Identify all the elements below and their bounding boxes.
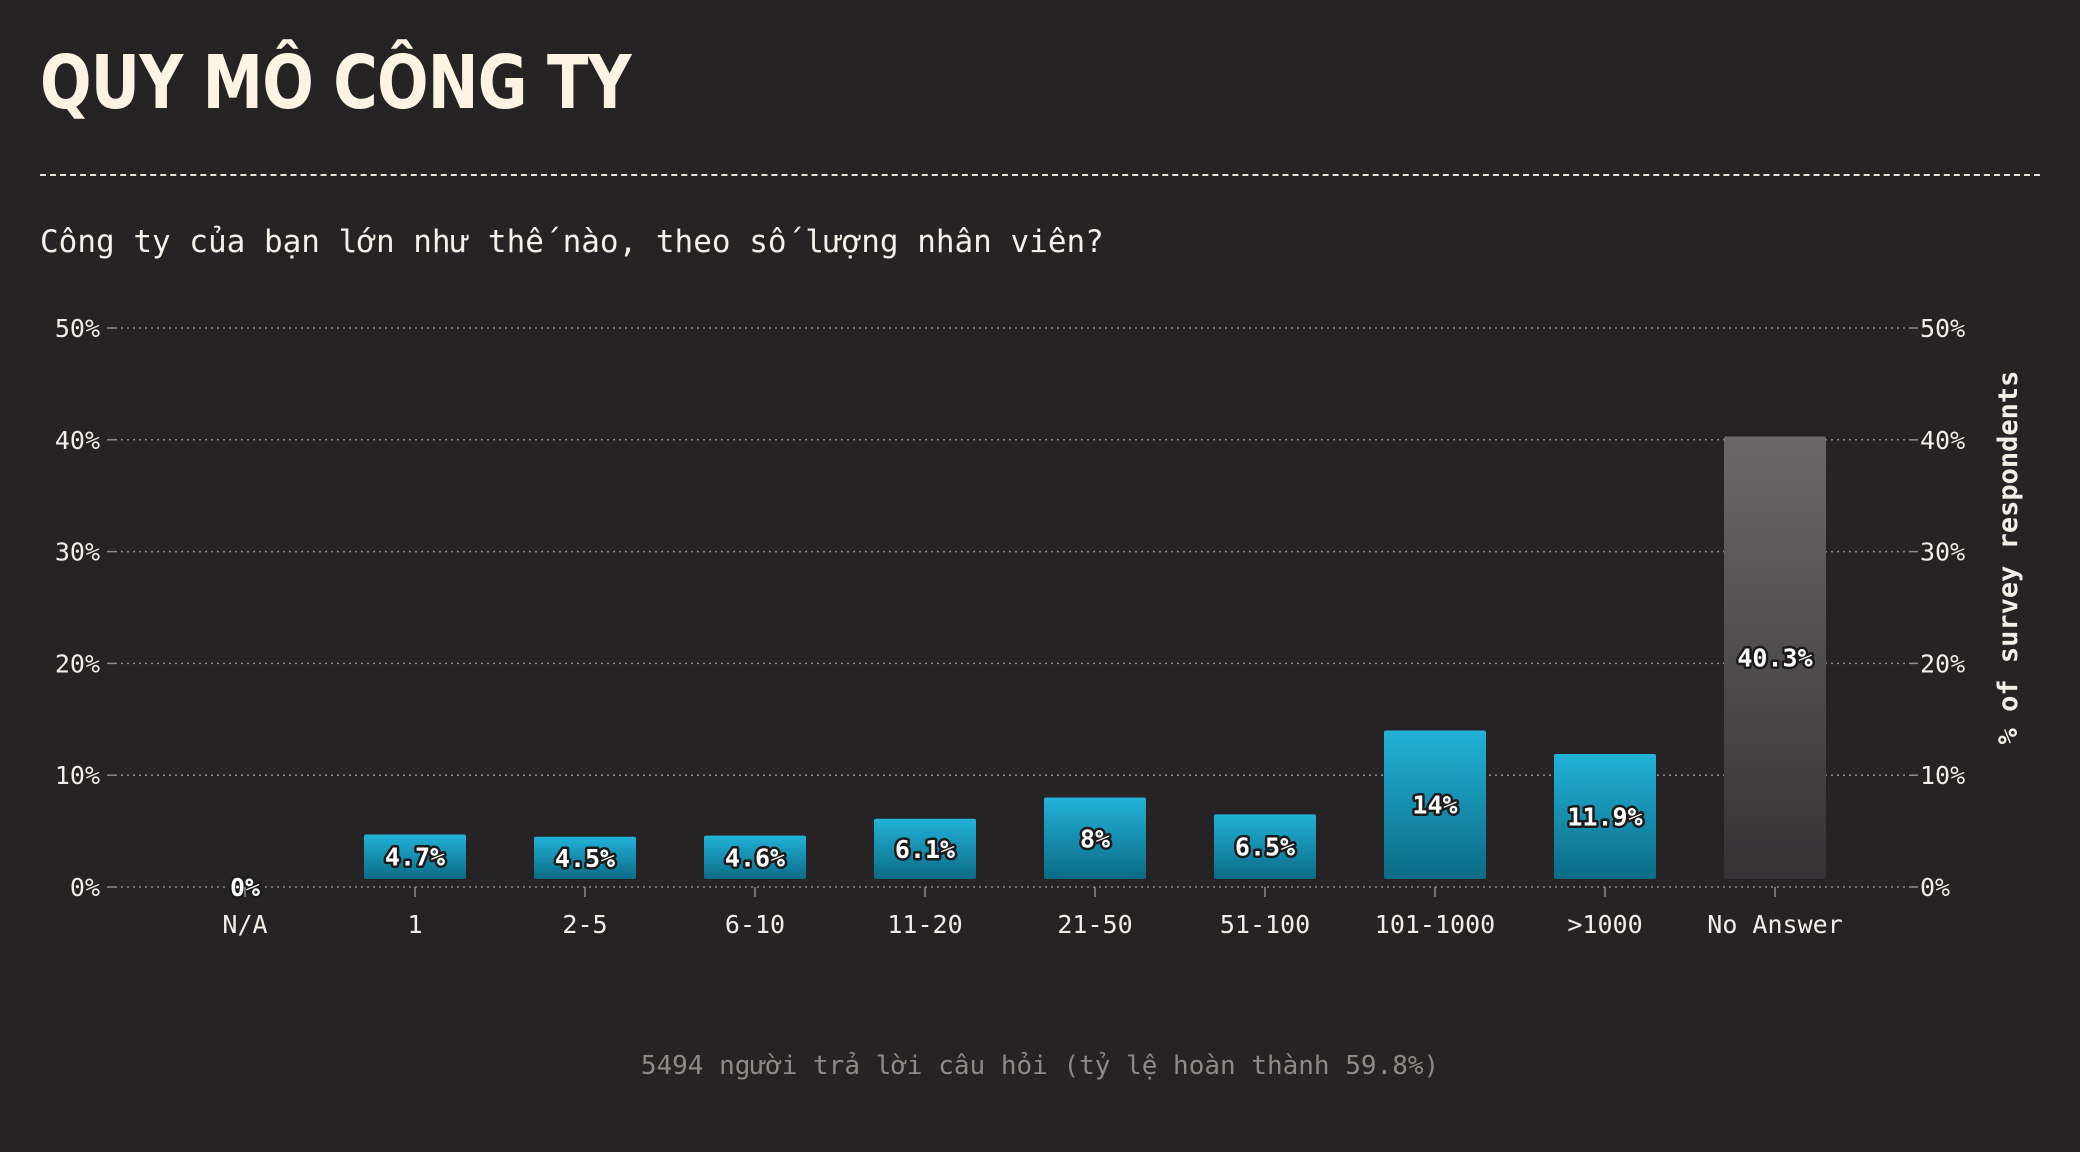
survey-question: Công ty của bạn lớn như thế nào, theo số… xyxy=(40,224,1104,260)
title-divider xyxy=(40,174,2040,176)
y-tick-label-right: 30% xyxy=(1920,538,1965,567)
value-labels: 0% 4.7% 4.5% 4.6% 6.1% 8% 6.5% 14% 11.9% 40.3% xyxy=(227,641,1815,904)
y-tick-label-right: 50% xyxy=(1920,314,1965,343)
bar xyxy=(874,818,976,879)
bar xyxy=(364,834,466,879)
x-tick-label: No Answer xyxy=(1707,910,1842,939)
bar-value-label: 40.3% xyxy=(1737,644,1812,673)
y-tick-label-right: 0% xyxy=(1920,873,1950,902)
y-tick-label-left: 30% xyxy=(55,538,100,567)
axis-labels: 0% 0% 10% 10% 20% 20% 30% 30% 40% 40% 50% 50% N/A 1 2-… xyxy=(55,314,1965,939)
bar-value-label: 4.5% xyxy=(555,844,615,873)
respondents-note: 5494 người trả lời câu hỏi (tỷ lệ hoàn t… xyxy=(640,1051,1440,1081)
bar-value-label: 14% xyxy=(1412,791,1457,820)
x-tick-label: 51-100 xyxy=(1220,910,1310,939)
y-tick-label-left: 10% xyxy=(55,761,100,790)
bar xyxy=(1384,730,1486,879)
x-tick-label: N/A xyxy=(222,910,267,939)
x-tick-label: 2-5 xyxy=(562,910,607,939)
bar xyxy=(1214,814,1316,879)
bar-value-label: 8% xyxy=(1080,824,1110,853)
bar xyxy=(704,835,806,879)
chart-title: QUY MÔ CÔNG TY xyxy=(40,40,632,126)
x-tick-label: 6-10 xyxy=(725,910,785,939)
bar-chart: 0% 4.7% 4.5% 4.6% 6.1% 8% 6.5% 14% 11.9% 40.3% 0%… xyxy=(55,314,2024,939)
y-tick-label-right: 40% xyxy=(1920,426,1965,455)
bar-value-label: 6.5% xyxy=(1235,833,1295,862)
x-tick-label: >1000 xyxy=(1567,910,1642,939)
y-tick-label-left: 20% xyxy=(55,649,100,678)
x-tick-label: 101-1000 xyxy=(1375,910,1495,939)
x-tick-label: 11-20 xyxy=(887,910,962,939)
y-tick-label-right: 20% xyxy=(1920,649,1965,678)
x-tick-label: 1 xyxy=(407,910,422,939)
bar-value-label: 6.1% xyxy=(895,835,955,864)
y-tick-label-left: 0% xyxy=(70,873,100,902)
x-tick-label: 21-50 xyxy=(1057,910,1132,939)
y-tick-label-left: 40% xyxy=(55,426,100,455)
bar xyxy=(1724,436,1826,879)
bar-value-label: 4.7% xyxy=(385,843,445,872)
bar xyxy=(1044,797,1146,879)
y-axis-title: % of survey respondents xyxy=(1993,371,2024,745)
bar xyxy=(1554,753,1656,879)
bar-value-label: 4.6% xyxy=(725,843,785,872)
bar xyxy=(534,836,636,879)
bar-value-label: 11.9% xyxy=(1567,802,1642,831)
y-tick-label-left: 50% xyxy=(55,314,100,343)
bar-value-label: 0% xyxy=(230,873,260,902)
y-tick-label-right: 10% xyxy=(1920,761,1965,790)
bars xyxy=(364,436,1826,879)
